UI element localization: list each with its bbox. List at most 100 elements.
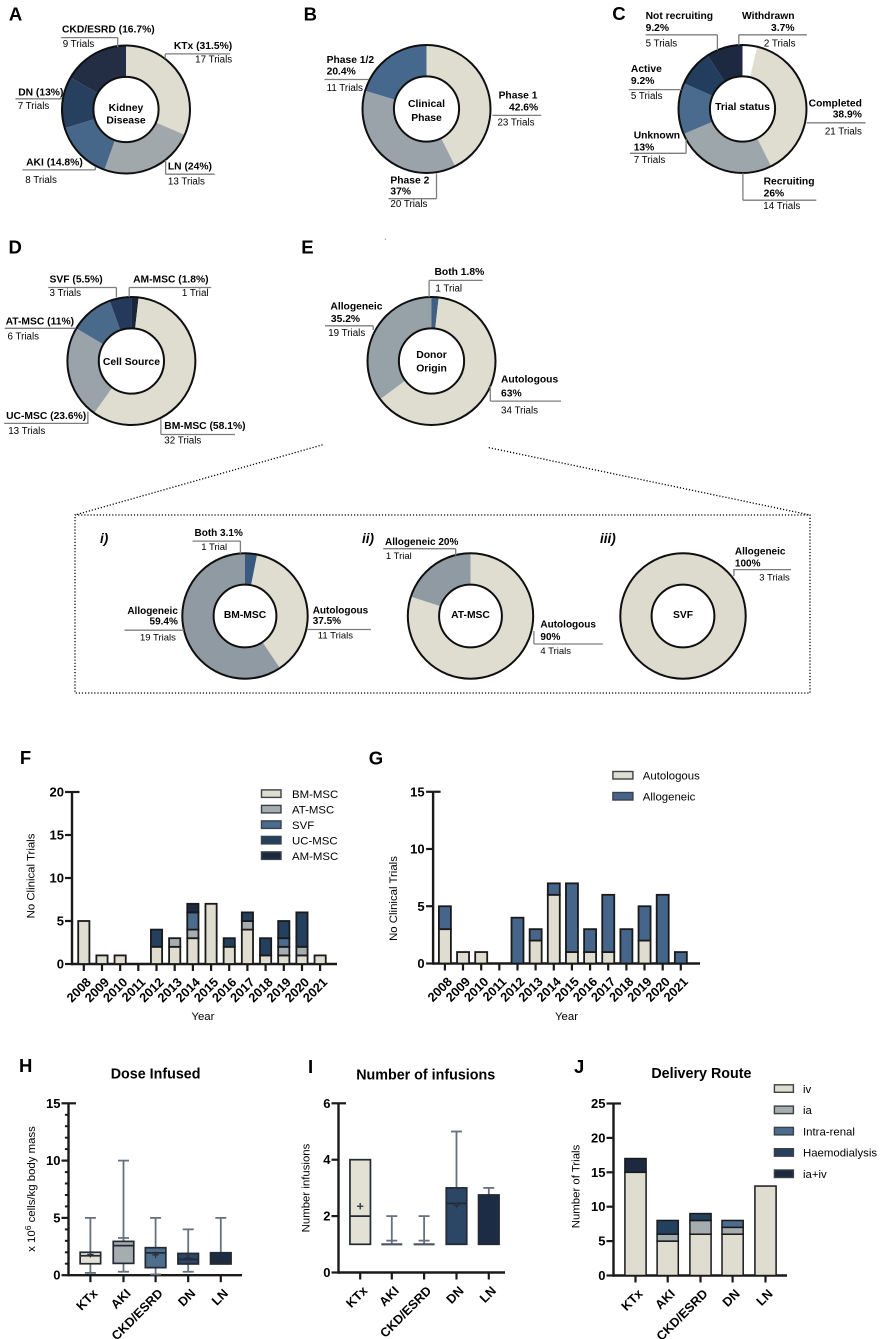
svg-text:Year: Year	[555, 1011, 578, 1023]
svg-text:19 Trials: 19 Trials	[140, 632, 176, 643]
svg-text:25: 25	[591, 1096, 605, 1111]
svg-text:3.7%: 3.7%	[771, 23, 794, 34]
svg-text:Autologous: Autologous	[501, 375, 558, 386]
svg-text:Phase: Phase	[411, 113, 442, 124]
svg-text:3 Trials: 3 Trials	[759, 572, 790, 583]
svg-text:32 Trials: 32 Trials	[164, 435, 201, 446]
svg-text:Allogeneic: Allogeneic	[735, 547, 786, 558]
svg-text:AKI (14.8%): AKI (14.8%)	[26, 158, 83, 169]
svg-text:i): i)	[100, 531, 109, 546]
svg-text:34 Trials: 34 Trials	[501, 405, 538, 416]
svg-text:15: 15	[410, 784, 424, 799]
svg-text:9 Trials: 9 Trials	[63, 39, 95, 50]
svg-text:Kidney: Kidney	[109, 103, 144, 114]
svg-text:13 Trials: 13 Trials	[168, 177, 205, 188]
svg-text:6 Trials: 6 Trials	[8, 331, 40, 342]
svg-text:3 Trials: 3 Trials	[50, 288, 82, 299]
svg-text:Allogeneic: Allogeneic	[330, 302, 382, 313]
svg-text:20 Trials: 20 Trials	[390, 199, 427, 210]
svg-text:Dose Infused: Dose Infused	[111, 1066, 201, 1082]
svg-text:SVF (5.5%): SVF (5.5%)	[50, 275, 103, 286]
svg-text:UC-MSC: UC-MSC	[292, 835, 338, 847]
svg-text:Origin: Origin	[416, 364, 447, 375]
svg-text:D: D	[9, 237, 22, 258]
svg-text:5 Trials: 5 Trials	[631, 91, 663, 102]
svg-text:Clinical: Clinical	[408, 99, 445, 110]
svg-text:10: 10	[50, 871, 64, 886]
svg-text:11 Trials: 11 Trials	[318, 631, 353, 642]
svg-text:F: F	[20, 747, 31, 768]
svg-text:1 Trial: 1 Trial	[435, 283, 462, 294]
svg-text:BM-MSC: BM-MSC	[224, 610, 267, 621]
svg-text:0: 0	[598, 1268, 605, 1283]
svg-text:5: 5	[598, 1234, 605, 1249]
svg-text:`: `	[384, 238, 387, 247]
svg-text:Completed: Completed	[809, 99, 862, 110]
svg-text:ia+iv: ia+iv	[803, 1169, 827, 1181]
svg-text:DN (13%): DN (13%)	[18, 88, 63, 99]
svg-text:11 Trials: 11 Trials	[327, 83, 363, 94]
svg-text:Number of infusions: Number of infusions	[356, 1067, 495, 1083]
svg-text:iii): iii)	[600, 531, 616, 546]
svg-text:AT-MSC: AT-MSC	[451, 610, 490, 621]
svg-text:UC-MSC (23.6%): UC-MSC (23.6%)	[6, 411, 86, 422]
svg-text:13%: 13%	[634, 142, 655, 153]
svg-text:Allogeneic: Allogeneic	[127, 606, 178, 617]
svg-text:20: 20	[591, 1130, 605, 1145]
svg-text:26%: 26%	[764, 188, 785, 199]
svg-text:2: 2	[323, 1209, 330, 1224]
svg-text:AT-MSC: AT-MSC	[292, 804, 334, 816]
svg-text:100%: 100%	[735, 558, 761, 569]
svg-text:Autologous: Autologous	[540, 620, 596, 631]
svg-text:Not recruiting: Not recruiting	[646, 11, 714, 22]
svg-text:10: 10	[591, 1199, 605, 1214]
svg-text:0: 0	[417, 956, 424, 971]
svg-text:15: 15	[50, 828, 64, 843]
svg-text:19 Trials: 19 Trials	[328, 328, 365, 339]
svg-text:7 Trials: 7 Trials	[18, 101, 50, 112]
svg-text:BM-MSC (58.1%): BM-MSC (58.1%)	[164, 421, 245, 432]
svg-text:G: G	[369, 748, 383, 769]
svg-text:Number infusions: Number infusions	[301, 1143, 313, 1232]
svg-text:H: H	[19, 1055, 32, 1076]
svg-text:x 106 cells/kg body mass: x 106 cells/kg body mass	[23, 1126, 38, 1252]
svg-text:Active: Active	[631, 64, 662, 75]
svg-text:9.2%: 9.2%	[631, 76, 654, 87]
svg-text:37%: 37%	[390, 187, 411, 198]
svg-text:Withdrawn: Withdrawn	[742, 11, 795, 22]
svg-text:AM-MSC: AM-MSC	[292, 851, 338, 863]
svg-text:iv: iv	[803, 1084, 812, 1096]
svg-text:13 Trials: 13 Trials	[8, 426, 45, 437]
svg-text:6: 6	[323, 1096, 330, 1111]
svg-text:No Clinical Trials: No Clinical Trials	[388, 856, 400, 941]
svg-text:0: 0	[323, 1265, 330, 1280]
svg-text:5 Trials: 5 Trials	[646, 38, 678, 49]
svg-text:SVF: SVF	[292, 820, 314, 832]
svg-text:Phase 2: Phase 2	[390, 176, 429, 187]
svg-text:2 Trials: 2 Trials	[764, 38, 796, 49]
svg-text:Allogeneic 20%: Allogeneic 20%	[385, 537, 458, 548]
svg-text:90%: 90%	[540, 632, 560, 643]
svg-text:I: I	[308, 1056, 313, 1077]
svg-text:10: 10	[46, 1153, 60, 1168]
svg-text:CKD/ESRD (16.7%): CKD/ESRD (16.7%)	[62, 24, 155, 35]
svg-text:5: 5	[417, 899, 424, 914]
svg-text:Both 3.1%: Both 3.1%	[195, 528, 243, 539]
svg-text:35.2%: 35.2%	[331, 314, 360, 325]
svg-text:Allogeneic: Allogeneic	[643, 792, 696, 804]
svg-text:ia: ia	[803, 1105, 813, 1117]
svg-text:15: 15	[46, 1096, 60, 1111]
svg-text:Unknown: Unknown	[634, 131, 680, 142]
svg-text:7 Trials: 7 Trials	[634, 155, 666, 166]
svg-text:ii): ii)	[362, 531, 375, 546]
svg-text:38.9%: 38.9%	[833, 110, 862, 121]
svg-text:0: 0	[53, 1268, 60, 1283]
svg-text:1 Trial: 1 Trial	[386, 551, 412, 562]
svg-text:J: J	[574, 1056, 584, 1077]
svg-text:1 Trial: 1 Trial	[182, 288, 209, 299]
svg-text:10: 10	[410, 842, 424, 857]
svg-text:20.4%: 20.4%	[327, 67, 356, 78]
svg-text:14 Trials: 14 Trials	[763, 201, 800, 212]
svg-text:LN (24%): LN (24%)	[168, 162, 212, 173]
svg-text:42.6%: 42.6%	[509, 103, 538, 114]
